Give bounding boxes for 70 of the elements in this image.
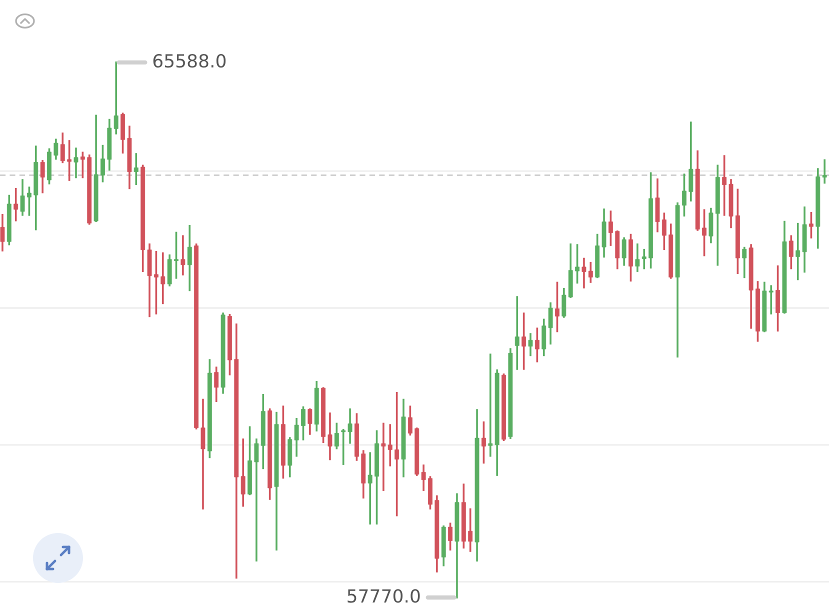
candlestick	[368, 452, 372, 525]
candlestick	[114, 62, 118, 134]
candlestick	[187, 224, 192, 292]
candlestick	[788, 235, 794, 270]
candlestick	[388, 424, 392, 466]
candlestick	[776, 265, 780, 332]
candlestick	[54, 138, 58, 160]
candlestick	[0, 214, 5, 252]
candlestick	[622, 237, 626, 266]
candlestick	[334, 422, 339, 450]
candlestick	[534, 328, 540, 362]
candlestick	[394, 392, 400, 516]
candlestick	[20, 179, 25, 216]
candlestick	[575, 244, 580, 284]
candlestick	[768, 285, 774, 314]
candlestick	[635, 243, 640, 272]
candlestick	[74, 148, 78, 178]
candlestick	[341, 428, 346, 465]
candlestick	[488, 354, 493, 457]
candlestick	[588, 262, 593, 283]
candlestick	[688, 122, 694, 202]
annotation: 65588.0	[153, 54, 226, 68]
candlestick	[708, 208, 714, 244]
candlestick	[742, 246, 747, 278]
candlestick	[160, 252, 166, 304]
candlestick	[80, 152, 85, 178]
candlestick	[448, 522, 453, 551]
candlestick	[514, 296, 520, 370]
candlestick	[100, 144, 105, 182]
candlestick	[809, 212, 814, 238]
candlestick	[154, 250, 158, 314]
candlestick	[408, 406, 412, 436]
candlestick	[542, 318, 546, 356]
candlestick	[67, 140, 72, 181]
candlestick	[702, 209, 706, 256]
candlestick	[642, 248, 646, 270]
candlestick	[14, 188, 18, 222]
candlestick	[662, 212, 666, 250]
candlestick	[200, 398, 206, 510]
candlestick	[468, 508, 473, 552]
candlestick	[481, 421, 486, 464]
candlestick	[26, 186, 32, 216]
candlestick	[608, 210, 613, 246]
candlestick	[40, 160, 45, 194]
candlestick	[562, 288, 566, 318]
candlestick	[214, 366, 219, 402]
candlestick	[522, 312, 526, 370]
candlestick	[348, 408, 352, 444]
candlestick	[421, 464, 426, 491]
candlestick	[294, 418, 299, 457]
candlestick	[240, 438, 246, 507]
candlestick	[548, 302, 553, 344]
candlestick	[301, 406, 306, 440]
annotation: 57770.0	[348, 589, 420, 603]
candlestick	[722, 155, 727, 216]
candlestick	[582, 258, 586, 288]
candlestick	[381, 422, 386, 491]
candlestick	[555, 282, 560, 332]
candlestick	[328, 412, 332, 460]
candlestick	[134, 153, 138, 186]
candlestick	[822, 159, 827, 184]
candlestick	[528, 333, 533, 356]
candlestick	[254, 438, 259, 562]
candlestick	[180, 235, 186, 276]
candlestick	[682, 174, 686, 217]
candlestick	[796, 222, 800, 280]
candlestick	[308, 408, 312, 435]
candlestick	[174, 232, 178, 279]
candlestick	[655, 178, 660, 232]
candlestick	[60, 132, 65, 164]
